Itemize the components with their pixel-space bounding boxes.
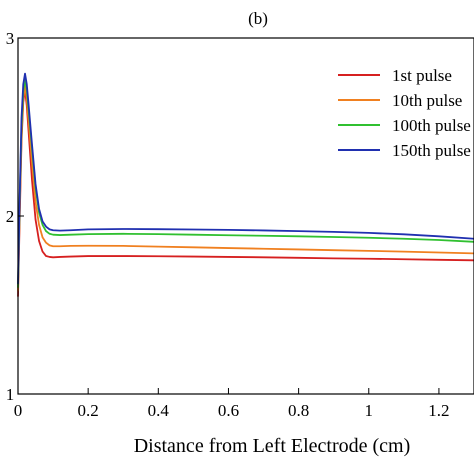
x-tick-label: 0.4 (148, 401, 170, 420)
legend: 1st pulse 10th pulse 100th pulse 150th puls… (338, 66, 471, 160)
x-tick-label: 1.2 (428, 401, 449, 420)
legend-label-2: 10th pulse (392, 91, 462, 110)
series-line-4 (17, 72, 474, 285)
x-tick-label: 0.8 (288, 401, 309, 420)
series-layer (17, 72, 474, 297)
x-tick-label: 1 (365, 401, 374, 420)
legend-label-1: 1st pulse (392, 66, 452, 85)
y-axis: 1 2 3 (6, 29, 24, 404)
y-tick-label: 3 (6, 29, 15, 48)
legend-label-4: 150th pulse (392, 141, 471, 160)
y-tick-label: 2 (6, 207, 15, 226)
x-axis: 0 0.2 0.4 0.6 0.8 1 1.2 (14, 388, 450, 420)
x-tick-label: 0.6 (218, 401, 239, 420)
y-tick-label: 1 (6, 385, 15, 404)
x-tick-label: 0 (14, 401, 23, 420)
x-tick-label: 0.2 (78, 401, 99, 420)
panel-label: (b) (248, 9, 268, 28)
x-axis-title: Distance from Left Electrode (cm) (134, 435, 411, 457)
legend-label-3: 100th pulse (392, 116, 471, 135)
series-line-2 (17, 85, 474, 292)
